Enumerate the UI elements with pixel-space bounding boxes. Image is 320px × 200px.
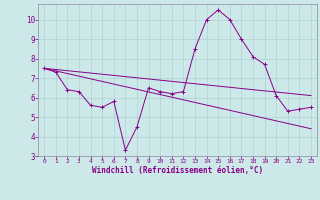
X-axis label: Windchill (Refroidissement éolien,°C): Windchill (Refroidissement éolien,°C): [92, 166, 263, 175]
